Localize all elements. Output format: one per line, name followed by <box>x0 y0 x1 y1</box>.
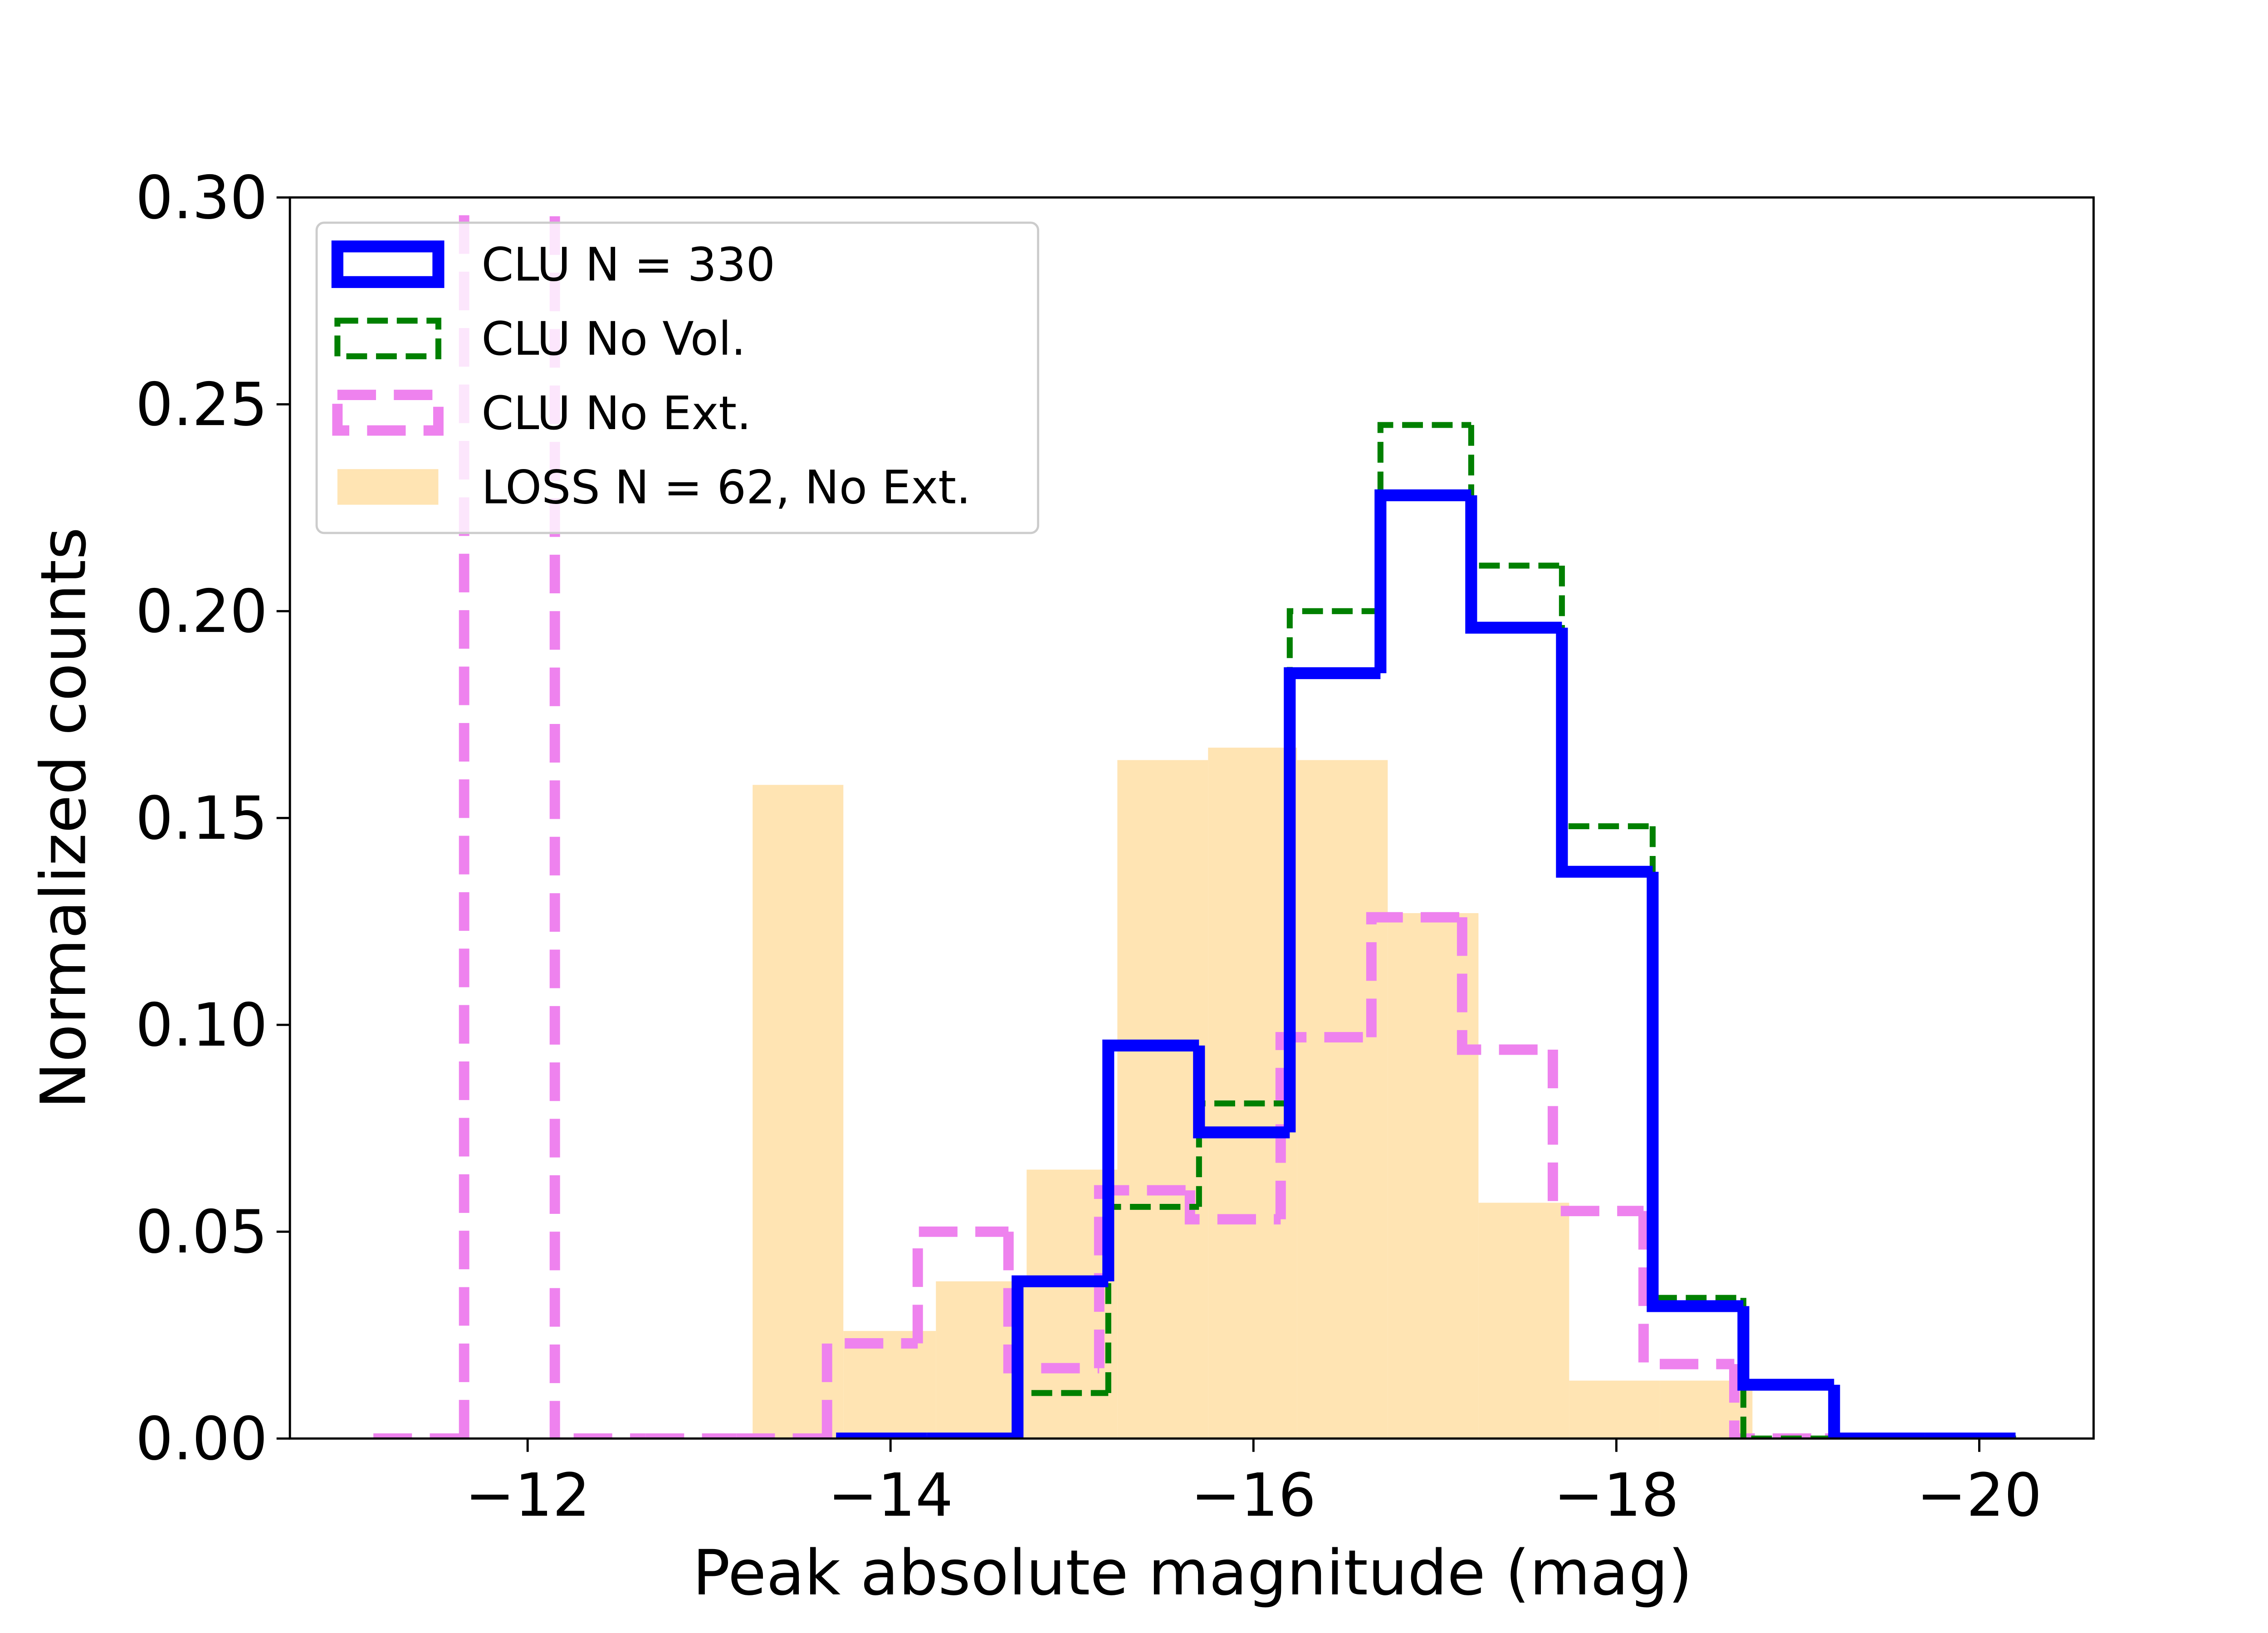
legend-label: CLU No Ext. <box>481 386 751 440</box>
histogram-step <box>821 1338 918 1439</box>
x-tick-label: −18 <box>1554 1460 1679 1530</box>
legend-swatch <box>332 390 444 436</box>
y-tick-label: 0.30 <box>136 163 268 232</box>
histogram-step <box>1457 917 1553 1055</box>
x-axis-label: Peak absolute magnitude (mag) <box>693 1537 1692 1609</box>
x-tick-label: −16 <box>1191 1460 1316 1530</box>
histogram-bar <box>1297 760 1388 1439</box>
y-tick-label: 0.15 <box>136 783 268 853</box>
histogram-step <box>1094 1185 1190 1369</box>
histogram-step <box>1828 1384 1925 1439</box>
histogram-step <box>1184 1190 1281 1225</box>
y-tick-label: 0.00 <box>136 1404 268 1473</box>
y-tick-label: 0.05 <box>136 1197 268 1266</box>
x-tick-label: −20 <box>1916 1460 2042 1530</box>
histogram-step <box>1468 425 1562 569</box>
legend-swatch <box>334 318 441 360</box>
legend-box <box>315 221 1040 534</box>
histogram-step <box>1647 871 1744 1312</box>
y-tick-label: 0.20 <box>136 577 268 646</box>
y-axis-label: Normalized counts <box>28 527 100 1109</box>
histogram-bar <box>1569 1380 1660 1439</box>
histogram-step <box>1275 1032 1372 1219</box>
histogram-step <box>1003 1232 1100 1374</box>
axes: 0.00 0.05 0.10 0.15 0.20 0.25 0.30 −12 −14 −16 −18… <box>136 163 2042 1530</box>
legend-swatch <box>331 240 445 288</box>
histogram-step <box>1012 1275 1109 1439</box>
histogram-step <box>1366 912 1462 1037</box>
histogram-step <box>1374 489 1471 674</box>
histogram-step <box>1193 1045 1290 1139</box>
legend-label: LOSS N = 62, No Ext. <box>481 460 971 514</box>
histogram-step <box>1102 1039 1199 1281</box>
histogram-step <box>1729 1364 1825 1439</box>
histogram-step <box>1556 627 1653 878</box>
histogram-bar <box>753 785 844 1439</box>
x-tick-label: −14 <box>828 1460 953 1530</box>
histogram-step <box>912 1226 1009 1344</box>
legend-swatch <box>337 469 439 505</box>
histogram-step <box>1737 1306 1834 1391</box>
y-tick-label: 0.10 <box>136 990 268 1060</box>
y-tick-label: 0.25 <box>136 370 268 439</box>
plot-area <box>373 197 2016 1439</box>
histogram-step <box>1465 495 1562 634</box>
histogram-bar <box>1117 760 1208 1439</box>
legend-label: CLU No Vol. <box>481 312 746 366</box>
histogram-step <box>459 197 469 1439</box>
x-tick-label: −12 <box>465 1460 590 1530</box>
histogram-step <box>1284 667 1381 1133</box>
histogram-bar <box>843 1331 936 1439</box>
legend: CLU N = 330 CLU No Vol. CLU No Ext. LOSS N … <box>315 221 1040 534</box>
histogram-bar <box>1478 1203 1569 1439</box>
legend-label: CLU N = 330 <box>481 238 775 292</box>
